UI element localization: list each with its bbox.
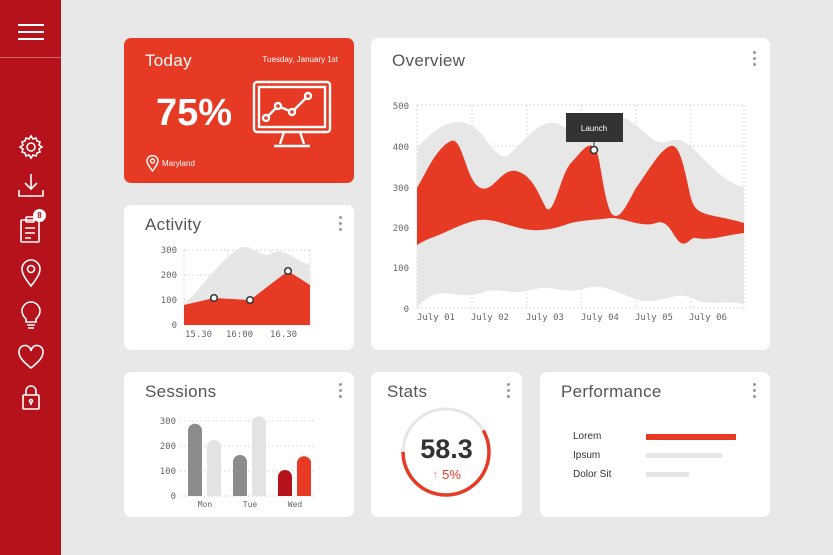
today-card: Today Tuesday, January 1st 75% Maryland: [124, 38, 354, 183]
stats-menu-button[interactable]: [507, 383, 511, 399]
sessions-bar[interactable]: [233, 455, 247, 496]
x-tick-label: July 04: [581, 313, 619, 323]
x-tick-label: July 01: [417, 313, 455, 323]
overview-area-primary: [417, 140, 744, 245]
sessions-menu-button[interactable]: [339, 383, 343, 399]
sessions-bar[interactable]: [188, 423, 202, 496]
lightbulb-icon[interactable]: [16, 300, 46, 330]
x-tick-label: Mon: [198, 500, 213, 509]
notification-badge: 8: [33, 209, 46, 222]
sessions-title: Sessions: [145, 382, 217, 401]
performance-label: Ipsum: [573, 450, 601, 461]
x-tick-label: July 02: [471, 313, 509, 323]
x-tick-label: 15.30: [185, 330, 212, 340]
y-tick-label: 200: [160, 442, 176, 452]
overview-title: Overview: [392, 51, 466, 70]
x-tick-label: July 05: [635, 313, 673, 323]
sidebar: 8: [0, 0, 61, 555]
menu-button[interactable]: [0, 0, 61, 58]
performance-bar: [646, 472, 689, 477]
today-title: Today: [145, 51, 192, 70]
sessions-bar[interactable]: [207, 440, 221, 496]
y-tick-label: 100: [393, 264, 409, 274]
activity-data-point[interactable]: [209, 293, 219, 303]
x-tick-label: 16.30: [270, 330, 297, 340]
y-tick-label: 500: [393, 102, 409, 112]
location-pin-icon: [146, 155, 159, 172]
sessions-card: Sessions 300 200 100 0 Mon Tue Wed: [124, 372, 354, 517]
performance-bar: [646, 453, 722, 458]
stats-title: Stats: [387, 382, 428, 401]
activity-area-primary: [184, 271, 310, 325]
activity-data-point[interactable]: [245, 295, 255, 305]
y-tick-label: 300: [393, 184, 409, 194]
gear-icon[interactable]: [16, 132, 46, 162]
overview-y-axis-labels: 500 400 300 200 100 0: [393, 102, 409, 315]
y-tick-label: 0: [404, 305, 409, 315]
heart-icon[interactable]: [16, 342, 46, 372]
activity-menu-button[interactable]: [339, 216, 343, 232]
download-icon[interactable]: [16, 171, 46, 201]
stats-change-value: 5%: [442, 467, 461, 482]
activity-card: Activity 300 200 100 0 15.30 16:00 16.: [124, 205, 354, 350]
lock-icon[interactable]: [16, 382, 46, 412]
x-tick-label: 16:00: [226, 330, 253, 340]
performance-bar: [646, 434, 737, 440]
performance-label: Dolor Sit: [573, 469, 612, 480]
performance-label: Lorem: [573, 431, 602, 442]
stats-gauge: [401, 407, 491, 497]
today-location: Maryland: [162, 159, 195, 168]
clipboard-icon[interactable]: 8: [16, 209, 46, 244]
x-tick-label: July 03: [526, 313, 564, 323]
sessions-bar[interactable]: [252, 416, 266, 496]
today-percent: 75%: [156, 92, 233, 134]
y-tick-label: 400: [393, 143, 409, 153]
activity-data-point[interactable]: [283, 266, 293, 276]
arrow-up-icon: ↑: [432, 467, 439, 482]
overview-chart: 500 400 300 200 100 0 July 01 July 02 Ju…: [393, 102, 745, 323]
tooltip-label: Launch: [581, 124, 607, 133]
sessions-bar[interactable]: [278, 470, 292, 496]
overview-data-point[interactable]: [589, 145, 599, 155]
overview-x-axis-labels: July 01 July 02 July 03 July 04 July 05 …: [417, 313, 727, 323]
overview-menu-button[interactable]: [753, 51, 757, 67]
y-tick-label: 0: [172, 321, 177, 331]
x-tick-label: July 06: [689, 313, 727, 323]
x-tick-label: Tue: [243, 500, 258, 509]
x-tick-label: Wed: [288, 500, 303, 509]
stats-card: Stats 58.3 ↑ 5%: [371, 372, 522, 517]
activity-title: Activity: [145, 215, 202, 234]
stats-value: 58.3: [420, 434, 473, 464]
y-tick-label: 100: [160, 467, 176, 477]
stats-change: ↑ 5%: [371, 467, 522, 482]
menu-icon-line: [18, 38, 44, 40]
y-tick-label: 300: [161, 246, 177, 256]
monitor-chart-icon: [252, 80, 332, 148]
stats-gauge-progress: [401, 407, 491, 497]
menu-icon-line: [18, 24, 44, 26]
activity-chart: 300 200 100 0 15.30 16:00 16.30: [161, 246, 311, 340]
tooltip-box: [566, 113, 623, 142]
sessions-chart: 300 200 100 0 Mon Tue Wed: [160, 416, 314, 509]
y-tick-label: 0: [171, 492, 176, 502]
y-tick-label: 200: [161, 271, 177, 281]
location-pin-icon[interactable]: [16, 258, 46, 288]
y-tick-label: 100: [161, 296, 177, 306]
performance-card: Performance Lorem Ipsum Dolor Sit: [540, 372, 770, 517]
performance-menu-button[interactable]: [753, 383, 757, 399]
today-date: Tuesday, January 1st: [262, 55, 338, 64]
sessions-bar[interactable]: [297, 456, 311, 496]
overview-card: Overview 500 400 300 200 100 0: [371, 38, 770, 350]
menu-icon-line: [18, 31, 44, 33]
y-tick-label: 300: [160, 417, 176, 427]
performance-title: Performance: [561, 382, 662, 401]
y-tick-label: 200: [393, 224, 409, 234]
